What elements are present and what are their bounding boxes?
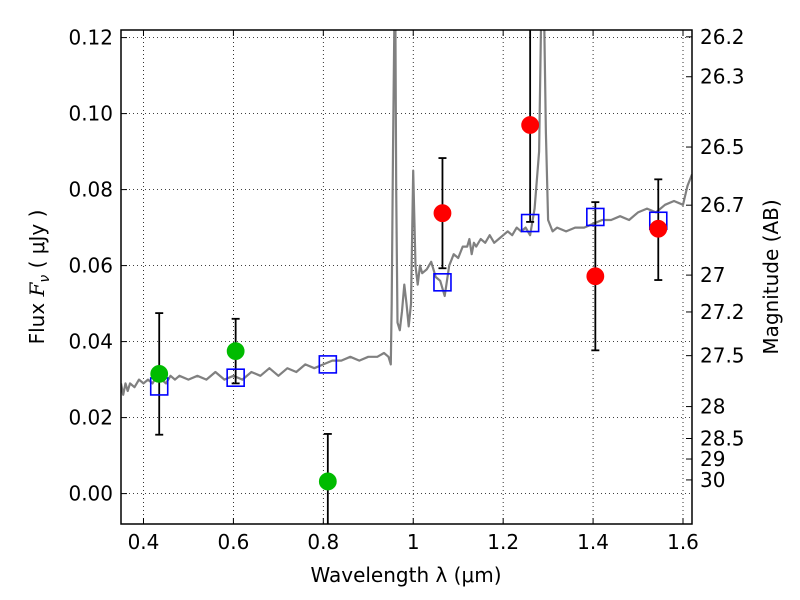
y-axis-label-units: ( μJy ) xyxy=(25,210,49,275)
y-tick-label: 0.00 xyxy=(68,482,113,506)
y2-tick-label: 30 xyxy=(700,468,725,492)
x-tick-label: 1.2 xyxy=(487,530,519,554)
y-tick-label: 0.06 xyxy=(68,254,113,278)
x-tick-label: 1.6 xyxy=(667,530,699,554)
plot-area xyxy=(121,30,692,396)
model-point xyxy=(226,368,245,388)
y2-tick-label: 27.5 xyxy=(700,344,745,368)
x-axis-label: Wavelength λ (μm) xyxy=(310,563,501,587)
y-tick-label: 0.02 xyxy=(68,406,113,430)
error-bars xyxy=(155,30,663,524)
model-point xyxy=(586,207,605,227)
y-axis-label: Flux Fν ( μJy ) xyxy=(25,210,53,345)
y-axis-label-symbol: F xyxy=(25,281,49,297)
y2-tick-label: 29 xyxy=(700,447,725,471)
measured-point xyxy=(433,204,452,223)
x-tick-label: 0.4 xyxy=(128,530,160,554)
y-tick-label: 0.12 xyxy=(68,26,113,50)
y2-tick-label: 28.5 xyxy=(700,427,745,451)
y2-tick-label: 26.2 xyxy=(700,25,745,49)
grid xyxy=(121,30,692,524)
y-axis-label-text: Flux xyxy=(25,296,49,344)
model-point xyxy=(520,213,540,233)
y2-tick-label: 26.3 xyxy=(700,65,745,89)
y2-tick-label: 26.5 xyxy=(700,135,745,159)
model-point xyxy=(318,355,338,374)
measured-point xyxy=(150,364,169,383)
measured-point xyxy=(586,267,605,286)
y2-tick-label: 28 xyxy=(700,395,725,419)
markers xyxy=(149,116,668,491)
measured-point xyxy=(521,116,540,134)
y-tick-label: 0.10 xyxy=(68,102,113,126)
spectrum-line xyxy=(121,30,692,396)
y2-tick-label: 26.7 xyxy=(700,193,745,217)
plot-frame xyxy=(120,29,693,525)
x-tick-label: 1.4 xyxy=(577,530,609,554)
measured-point xyxy=(318,472,337,491)
y2-axis-label: Magnitude (AB) xyxy=(759,199,783,354)
axis-ticks: 0.4 0.6 0.8 1 1.2 1.4 1.6 0.00 0.02 0.04 0.06 0.08 0… xyxy=(68,25,744,554)
x-tick-label: 0.6 xyxy=(217,530,249,554)
y-axis-label-sub: ν xyxy=(37,275,53,283)
y2-tick-label: 27.2 xyxy=(700,300,745,324)
x-tick-label: 1 xyxy=(407,530,420,554)
x-tick-label: 0.8 xyxy=(307,530,339,554)
measured-point xyxy=(649,219,668,238)
y-tick-label: 0.08 xyxy=(68,178,113,202)
model-point xyxy=(433,273,452,292)
y2-tick-label: 27 xyxy=(700,263,725,287)
y-tick-label: 0.04 xyxy=(68,330,113,354)
measured-point xyxy=(226,342,245,361)
